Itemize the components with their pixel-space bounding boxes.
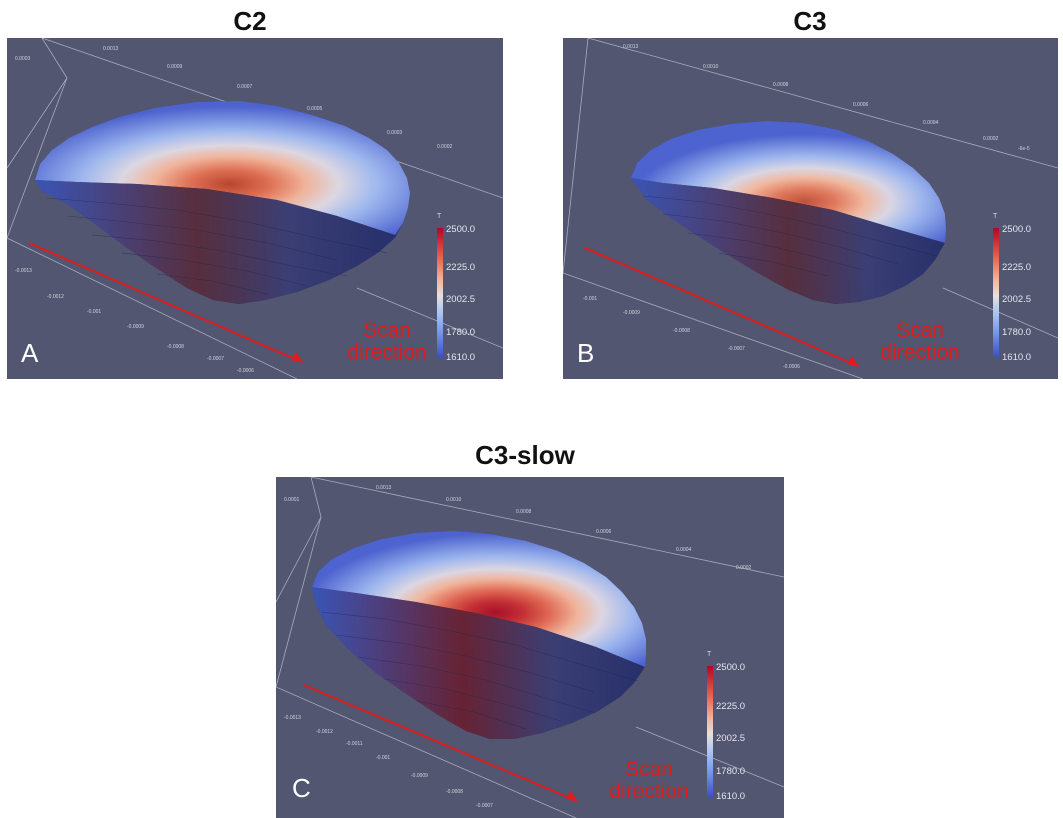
axes-frame — [563, 38, 1058, 379]
panel-title-c3-slow: C3-slow — [475, 440, 575, 470]
melt-pool-body — [312, 531, 646, 739]
svg-text:0.0004: 0.0004 — [923, 120, 939, 126]
svg-text:0.0002: 0.0002 — [736, 565, 752, 571]
svg-text:-0.0006: -0.0006 — [237, 368, 254, 374]
svg-text:-0.0013: -0.0013 — [15, 268, 32, 274]
svg-text:0.0013: 0.0013 — [103, 46, 119, 52]
colorbar-tick: 2500.0 — [1002, 224, 1032, 235]
svg-text:0.0009: 0.0009 — [167, 64, 183, 70]
scan-direction-arrow — [584, 247, 859, 367]
svg-text:-0.0007: -0.0007 — [476, 803, 493, 809]
svg-text:-0.001: -0.001 — [376, 755, 390, 761]
scan-direction-label: Scan direction — [609, 758, 689, 803]
svg-text:0.0013: 0.0013 — [376, 485, 392, 491]
colorbar-tick: 2002.5 — [716, 733, 746, 744]
svg-text:-0.0012: -0.0012 — [47, 294, 64, 300]
axis-tick-labels: 0.0013 0.0010 0.0008 0.0006 0.0004 0.000… — [583, 44, 1030, 370]
scan-direction-label: Scan direction — [880, 319, 960, 364]
svg-text:-0.0007: -0.0007 — [207, 356, 224, 362]
melt-pool-plot-c: 0.0001 0.0013 0.0010 0.0008 0.0006 0.000… — [276, 477, 784, 818]
panel-label-a: A — [21, 338, 39, 368]
svg-text:0.0008: 0.0008 — [516, 509, 532, 515]
svg-text:0.0007: 0.0007 — [237, 84, 253, 90]
svg-text:0.0006: 0.0006 — [596, 529, 612, 535]
melt-pool-plot-a: 0.0003 0.0013 0.0009 0.0007 0.0005 0.000… — [7, 38, 503, 379]
melt-pool-render-panel-a: 0.0003 0.0013 0.0009 0.0007 0.0005 0.000… — [7, 38, 503, 379]
svg-text:0.0006: 0.0006 — [853, 102, 869, 108]
colorbar-tick: 1610.0 — [1002, 352, 1032, 363]
axis-tick-labels: 0.0003 0.0013 0.0009 0.0007 0.0005 0.000… — [15, 46, 453, 374]
svg-text:-0.0012: -0.0012 — [316, 729, 333, 735]
svg-text:-0.0008: -0.0008 — [167, 344, 184, 350]
colorbar-tick: 2225.0 — [446, 262, 476, 273]
svg-text:0.0005: 0.0005 — [307, 106, 323, 112]
colorbar-tick: 2002.5 — [446, 294, 476, 305]
colorbar-title: T — [993, 213, 998, 220]
colorbar-tick: 1780.0 — [1002, 327, 1032, 338]
temperature-colorbar — [707, 666, 713, 798]
panel-title-c3: C3 — [793, 6, 827, 36]
colorbar-tick: 2002.5 — [1002, 294, 1032, 305]
axis-tick-labels: 0.0001 0.0013 0.0010 0.0008 0.0006 0.000… — [284, 485, 752, 809]
melt-pool-render-panel-c: 0.0001 0.0013 0.0010 0.0008 0.0006 0.000… — [276, 477, 784, 818]
svg-text:-0.0008: -0.0008 — [446, 789, 463, 795]
colorbar-tick: 2500.0 — [716, 662, 746, 673]
colorbar-tick: 1610.0 — [446, 352, 476, 363]
svg-text:-0.0009: -0.0009 — [623, 310, 640, 316]
scan-direction-label: Scan direction — [347, 319, 427, 364]
colorbar-tick: 1780.0 — [716, 766, 746, 777]
colorbar-title: T — [707, 651, 712, 658]
temperature-colorbar — [993, 228, 999, 358]
temperature-colorbar — [437, 228, 443, 358]
svg-text:-6e-5: -6e-5 — [1018, 146, 1030, 152]
svg-text:0.0010: 0.0010 — [446, 497, 462, 503]
panel-label-b: B — [577, 338, 595, 368]
svg-text:0.0003: 0.0003 — [15, 56, 31, 62]
svg-text:-0.0008: -0.0008 — [673, 328, 690, 334]
svg-text:-0.0007: -0.0007 — [728, 346, 745, 352]
colorbar-tick: 2225.0 — [716, 701, 746, 712]
melt-pool-body — [35, 101, 410, 304]
melt-pool-plot-b: 0.0013 0.0010 0.0008 0.0006 0.0004 0.000… — [563, 38, 1058, 379]
svg-text:0.0003: 0.0003 — [387, 130, 403, 136]
svg-text:-0.0013: -0.0013 — [284, 715, 301, 721]
svg-text:0.0008: 0.0008 — [773, 82, 789, 88]
colorbar-tick: 1610.0 — [716, 791, 746, 802]
panel-label-c: C — [292, 773, 311, 803]
svg-text:0.0002: 0.0002 — [437, 144, 453, 150]
svg-text:-0.0009: -0.0009 — [127, 324, 144, 330]
colorbar-tick: 2500.0 — [446, 224, 476, 235]
svg-text:-0.0006: -0.0006 — [783, 364, 800, 370]
svg-text:-0.001: -0.001 — [583, 296, 597, 302]
melt-pool-body — [631, 121, 946, 304]
panel-title-c2: C2 — [233, 6, 267, 36]
svg-text:-0.0009: -0.0009 — [411, 773, 428, 779]
svg-text:0.0013: 0.0013 — [623, 44, 639, 50]
melt-pool-render-panel-b: 0.0013 0.0010 0.0008 0.0006 0.0004 0.000… — [563, 38, 1058, 379]
svg-text:0.0001: 0.0001 — [284, 497, 300, 503]
svg-text:0.0004: 0.0004 — [676, 547, 692, 553]
svg-text:-0.0011: -0.0011 — [346, 741, 363, 747]
scan-direction-arrow — [303, 684, 578, 802]
svg-text:0.0002: 0.0002 — [983, 136, 999, 142]
svg-text:-0.001: -0.001 — [87, 309, 101, 315]
scan-direction-arrow — [28, 242, 303, 363]
colorbar-tick: 1780.0 — [446, 327, 476, 338]
svg-text:0.0010: 0.0010 — [703, 64, 719, 70]
colorbar-tick: 2225.0 — [1002, 262, 1032, 273]
colorbar-title: T — [437, 213, 442, 220]
